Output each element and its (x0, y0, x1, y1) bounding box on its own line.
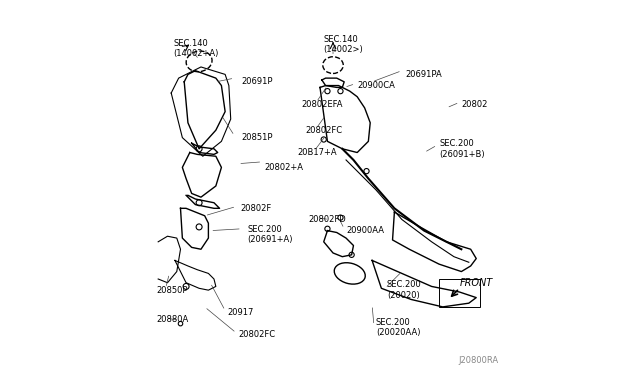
Text: 20691P: 20691P (242, 77, 273, 86)
Circle shape (196, 146, 202, 152)
Circle shape (183, 283, 189, 289)
Text: 20802EFA: 20802EFA (301, 100, 343, 109)
Text: 20802: 20802 (461, 100, 488, 109)
Text: 20691PA: 20691PA (406, 70, 442, 79)
Text: 20900AA: 20900AA (346, 226, 384, 235)
Circle shape (338, 89, 343, 94)
Circle shape (196, 200, 202, 206)
Text: 20850P: 20850P (156, 286, 188, 295)
Circle shape (196, 224, 202, 230)
Circle shape (321, 137, 326, 142)
Text: 20802FD: 20802FD (309, 215, 347, 224)
Text: 20B17+A: 20B17+A (298, 148, 337, 157)
Text: J20800RA: J20800RA (458, 356, 499, 365)
Text: FRONT: FRONT (460, 278, 493, 288)
Text: 20802F: 20802F (240, 204, 271, 213)
Text: 20880A: 20880A (156, 315, 189, 324)
Text: SEC.200
(20020): SEC.200 (20020) (387, 280, 422, 300)
Text: SEC.200
(20020AA): SEC.200 (20020AA) (376, 318, 420, 337)
Text: SEC.140
(14002>): SEC.140 (14002>) (324, 35, 364, 54)
Text: SEC.200
(26091+B): SEC.200 (26091+B) (439, 139, 484, 158)
Text: 20900CA: 20900CA (357, 81, 395, 90)
Circle shape (325, 89, 330, 94)
Circle shape (338, 215, 343, 220)
Text: 20802+A: 20802+A (264, 163, 303, 172)
Text: 20851P: 20851P (242, 133, 273, 142)
Circle shape (179, 321, 183, 326)
Text: 20802FC: 20802FC (305, 126, 342, 135)
Text: 20917: 20917 (227, 308, 253, 317)
Text: 20802FC: 20802FC (238, 330, 275, 339)
Circle shape (364, 169, 369, 174)
Circle shape (325, 226, 330, 231)
Text: SEC.200
(20691+A): SEC.200 (20691+A) (248, 225, 293, 244)
Text: SEC.140
(14002+A): SEC.140 (14002+A) (173, 39, 218, 58)
Circle shape (349, 252, 354, 257)
